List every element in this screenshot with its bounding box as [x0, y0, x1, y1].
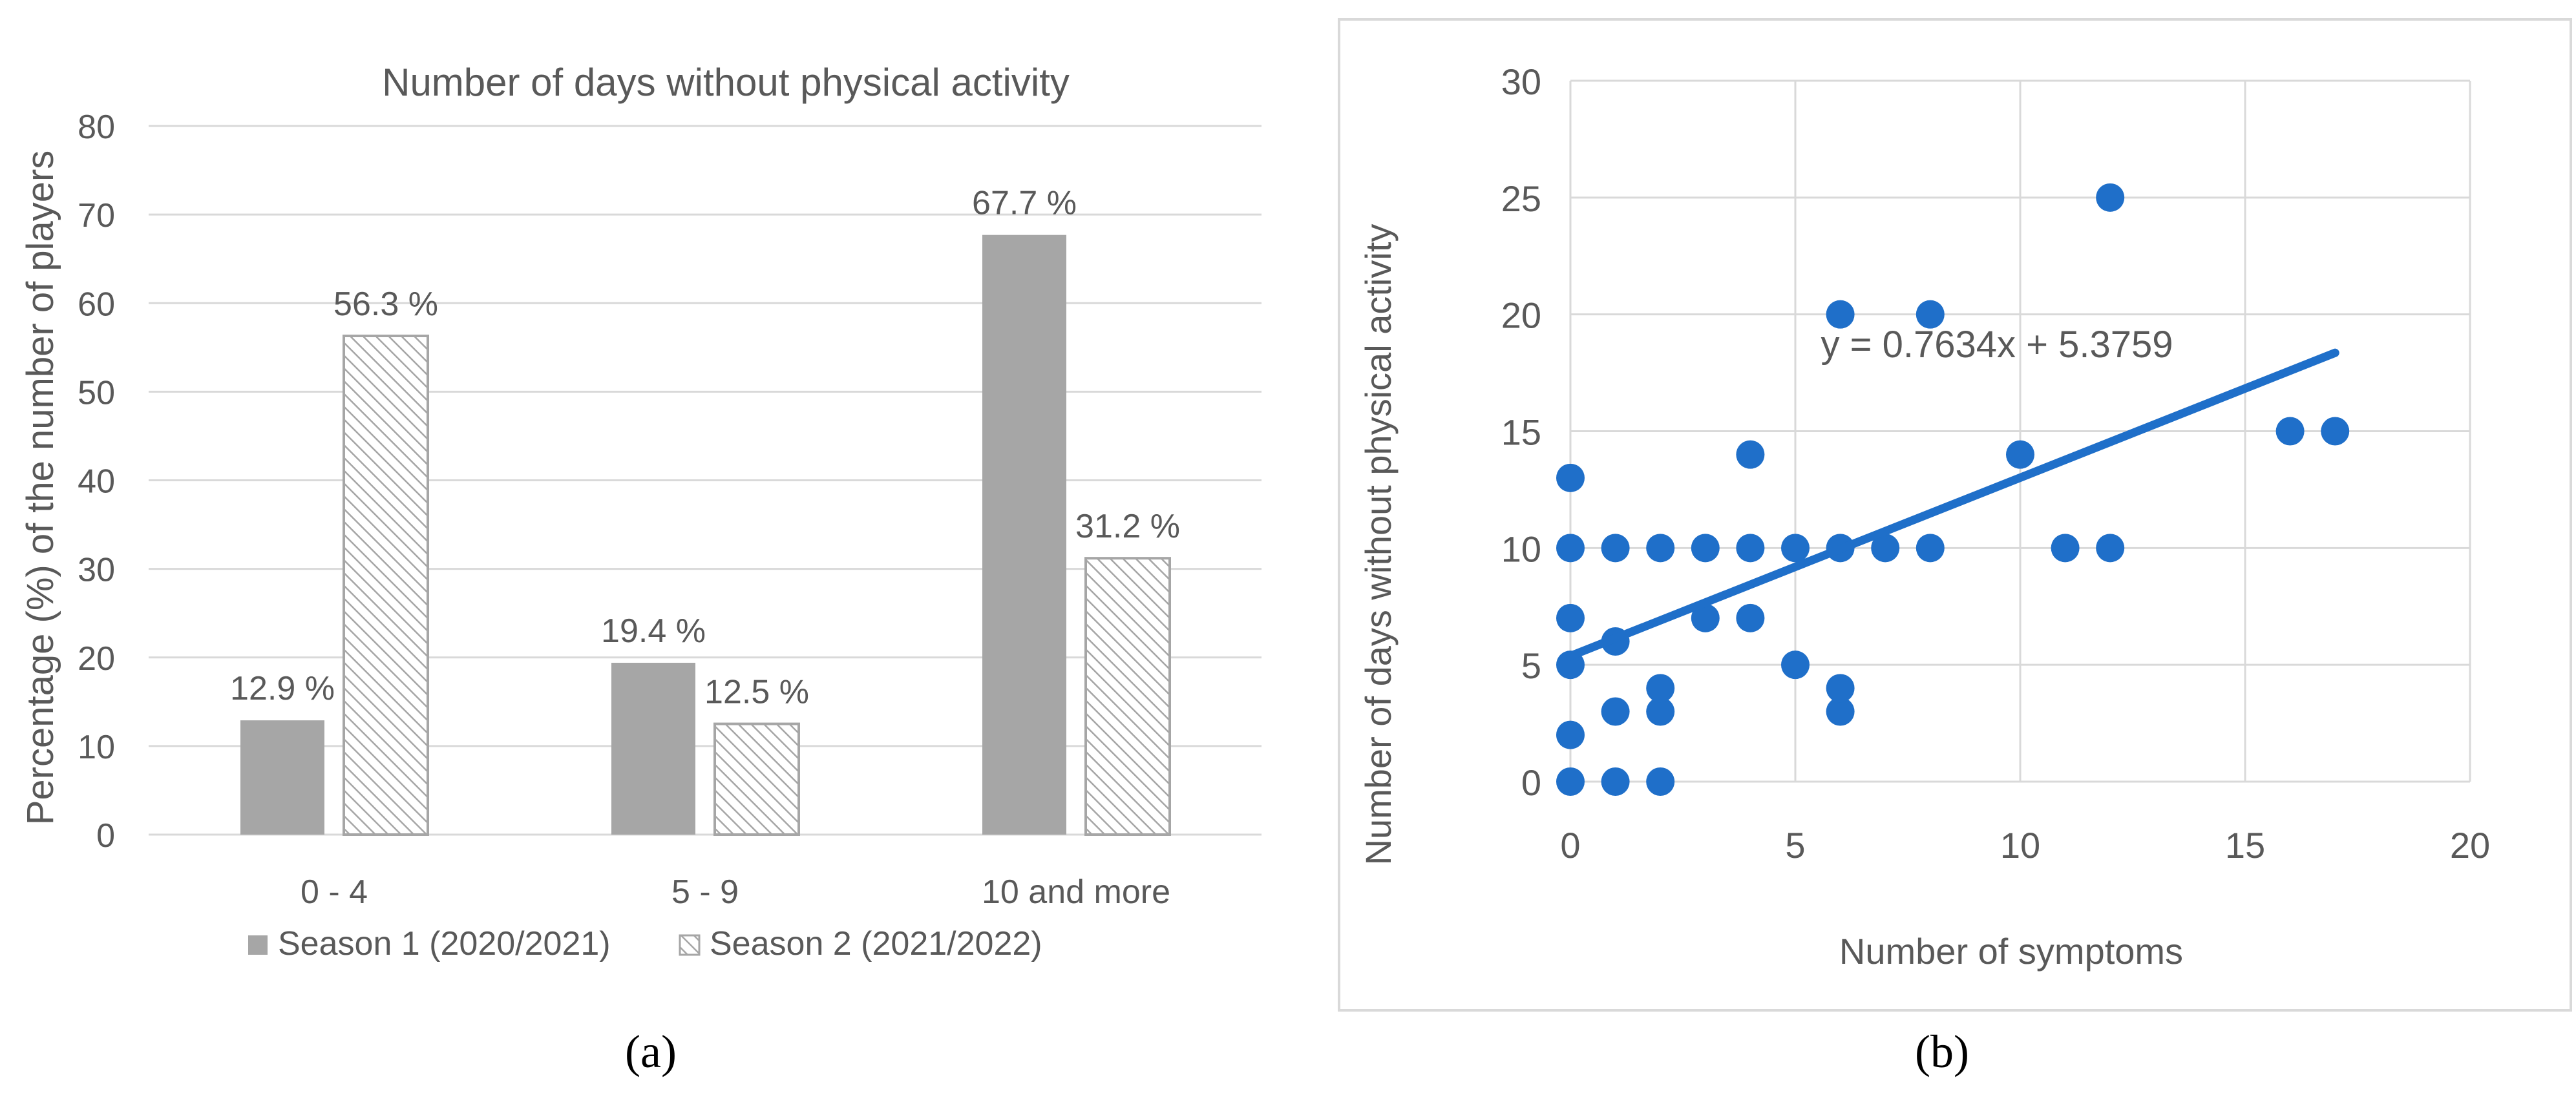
bar-data-label: 67.7 % [972, 185, 1077, 222]
scatter-chart-y-tick-label: 30 [1501, 61, 1541, 102]
scatter-chart-y-tick-label: 5 [1521, 645, 1541, 686]
scatter-chart-y-tick-label: 0 [1521, 762, 1541, 803]
scatter-point [1646, 674, 1675, 703]
scatter-point [1691, 534, 1720, 563]
scatter-point [1646, 534, 1675, 563]
scatter-chart-x-tick-label: 0 [1560, 825, 1580, 866]
scatter-chart-x-axis-label: Number of symptoms [1839, 931, 2183, 972]
bar-chart-gridlines [149, 125, 1262, 836]
scatter-chart-gridlines [1569, 79, 2471, 783]
scatter-chart-y-tick-label: 10 [1501, 528, 1541, 569]
bar-chart-title: Number of days without physical activity [382, 61, 1070, 104]
scatter-point [1781, 534, 1810, 563]
bar-data-label: 56.3 % [333, 286, 438, 323]
bar-chart-y-tick-label: 80 [78, 109, 115, 146]
scatter-point [1916, 300, 1945, 329]
bar-chart-data-labels: 12.9 % 56.3 % 19.4 % 12.5 % 67.7 % 31.2 % [230, 185, 1180, 711]
scatter-point [1601, 767, 1630, 796]
scatter-point [1871, 534, 1900, 563]
scatter-point [1781, 651, 1810, 680]
bar-chart-y-tick-label: 30 [78, 552, 115, 589]
scatter-chart-y-tick-labels: 0 5 10 15 20 25 30 [1501, 61, 1541, 803]
scatter-chart-x-tick-label: 15 [2225, 825, 2265, 866]
panel-label-b: (b) [1915, 1026, 1969, 1077]
bar-chart-x-tick-label: 5 - 9 [671, 873, 739, 911]
bar-data-label: 12.5 % [704, 674, 809, 711]
bar-chart-legend: Season 1 (2020/2021) Season 2 (2021/2022… [248, 925, 1042, 963]
scatter-point [1556, 720, 1585, 749]
scatter-chart-y-tick-label: 20 [1501, 295, 1541, 336]
bar-season-1 [982, 234, 1066, 835]
scatter-chart-frame [1338, 18, 2572, 1012]
bar-chart-y-tick-label: 60 [78, 286, 115, 323]
scatter-chart-y-tick-label: 25 [1501, 178, 1541, 219]
scatter-point [1736, 440, 1765, 469]
scatter-point [1601, 534, 1630, 563]
legend-label-season-2: Season 2 (2021/2022) [710, 925, 1042, 963]
bar-chart-y-axis-label: Percentage (%) of the number of players [19, 151, 61, 826]
trendline-equation: y = 0.7634x + 5.3759 [1821, 324, 2173, 366]
bar-season-1 [611, 662, 695, 835]
scatter-chart-x-tick-label: 10 [2000, 825, 2040, 866]
scatter-point [2096, 534, 2125, 563]
bar-data-label: 31.2 % [1075, 508, 1180, 545]
bar-chart-x-tick-label: 0 - 4 [301, 873, 368, 911]
scatter-point [1826, 300, 1855, 329]
scatter-point [1601, 697, 1630, 726]
bar-data-label: 19.4 % [601, 612, 706, 650]
scatter-point [2321, 417, 2350, 446]
bar-chart-x-tick-labels: 0 - 4 5 - 9 10 and more [301, 873, 1170, 911]
scatter-point [1916, 534, 1945, 563]
scatter-point [1556, 603, 1585, 632]
bar-season-2 [713, 722, 800, 836]
scatter-point [2096, 183, 2125, 212]
scatter-point [2006, 440, 2034, 469]
bar-season-1 [240, 720, 324, 835]
scatter-point [1736, 603, 1765, 632]
scatter-chart-y-tick-label: 15 [1501, 412, 1541, 453]
scatter-point [1646, 697, 1675, 726]
scatter-point [1556, 534, 1585, 563]
bar-chart-y-tick-label: 20 [78, 640, 115, 678]
legend-label-season-1: Season 1 (2020/2021) [278, 925, 611, 963]
bar-chart-panel: Number of days without physical activity… [19, 61, 1262, 963]
legend-swatch-season-2 [679, 934, 701, 956]
scatter-point [1556, 767, 1585, 796]
scatter-point [1646, 767, 1675, 796]
bar-chart-y-tick-label: 10 [78, 729, 115, 766]
scatter-chart-x-tick-labels: 0 5 10 15 20 [1560, 825, 2490, 866]
bar-chart-y-tick-label: 40 [78, 463, 115, 501]
scatter-point [1691, 603, 1720, 632]
scatter-point [1736, 534, 1765, 563]
panel-label-a: (a) [625, 1026, 677, 1077]
scatter-chart-y-axis-label: Number of days without physical activity [1358, 224, 1399, 866]
scatter-trendline [1566, 348, 2339, 661]
scatter-point [2051, 534, 2080, 563]
scatter-point [1826, 674, 1855, 703]
bar-chart-y-tick-label: 0 [96, 817, 115, 855]
scatter-point [1556, 463, 1585, 492]
legend-swatch-season-1 [248, 935, 268, 955]
bar-chart-y-tick-label: 50 [78, 374, 115, 411]
scatter-point [1826, 697, 1855, 726]
scatter-chart-x-tick-label: 20 [2450, 825, 2490, 866]
bar-season-2 [1084, 557, 1171, 836]
bar-chart-x-tick-label: 10 and more [982, 873, 1170, 911]
bar-chart-y-tick-label: 70 [78, 197, 115, 234]
bar-season-2 [343, 334, 429, 836]
bar-data-label: 12.9 % [230, 670, 335, 707]
scatter-chart-trendline-group [1566, 348, 2339, 661]
scatter-chart-panel: 0 5 10 15 20 25 30 0 5 10 15 20 y = 0.7634x + 5.37… [1338, 18, 2572, 1012]
scatter-chart-x-tick-label: 5 [1785, 825, 1805, 866]
bar-chart-bars [240, 234, 1171, 836]
scatter-chart-points [1556, 183, 2350, 796]
scatter-point [2275, 417, 2305, 446]
bar-chart-y-tick-labels: 0 10 20 30 40 50 60 70 80 [78, 109, 115, 855]
